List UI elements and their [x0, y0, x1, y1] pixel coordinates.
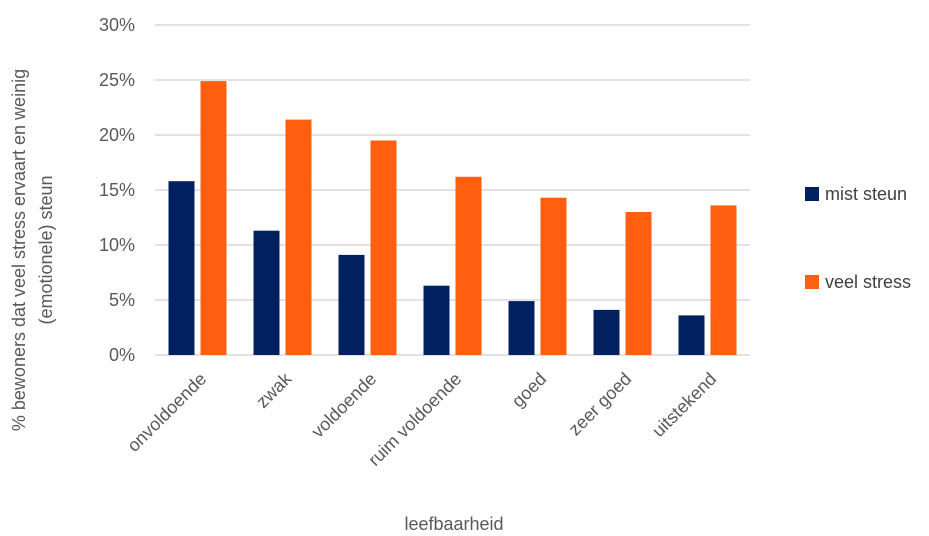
bar-mist-steun-ruim-voldoende — [423, 285, 450, 355]
y-tick-label: 30% — [99, 15, 135, 35]
bar-mist-steun-uitstekend — [678, 315, 705, 355]
y-tick-label: 20% — [99, 125, 135, 145]
bar-mist-steun-voldoende — [338, 254, 365, 355]
legend-label: mist steun — [825, 184, 907, 204]
bar-veel-stress-zwak — [285, 119, 312, 355]
y-tick-label: 10% — [99, 235, 135, 255]
legend-label: veel stress — [825, 272, 911, 292]
y-axis-tick-labels: 0% 5% 10% 15% 20% 25% 30% — [99, 15, 135, 365]
y-tick-label: 25% — [99, 70, 135, 90]
gridlines — [155, 24, 750, 356]
x-tick-label: goed — [508, 369, 550, 411]
bar-mist-steun-zwak — [253, 230, 280, 355]
bar-veel-stress-ruim-voldoende — [455, 176, 482, 355]
x-tick-label: ruim voldoende — [364, 369, 465, 470]
bars — [168, 81, 737, 355]
bar-veel-stress-voldoende — [370, 140, 397, 355]
y-tick-label: 5% — [109, 290, 135, 310]
y-axis-title: % bewoners dat veel stress ervaart en we… — [9, 69, 56, 431]
bar-veel-stress-uitstekend — [710, 205, 737, 355]
bar-veel-stress-onvoldoende — [200, 81, 227, 355]
y-axis-title-line-1: % bewoners dat veel stress ervaart en we… — [9, 69, 29, 431]
x-tick-label: zeer goed — [565, 369, 636, 440]
bar-veel-stress-zeer-goed — [625, 212, 652, 355]
legend-swatch — [805, 187, 819, 201]
x-tick-label: onvoldoende — [123, 369, 210, 456]
x-tick-label: zwak — [252, 368, 296, 412]
x-tick-label: voldoende — [307, 369, 380, 442]
legend: mist steun veel stress — [805, 184, 911, 292]
bar-mist-steun-goed — [508, 301, 535, 355]
bar-mist-steun-onvoldoende — [168, 181, 195, 355]
legend-swatch — [805, 275, 819, 289]
x-axis-title: leefbaarheid — [404, 514, 503, 534]
y-tick-label: 15% — [99, 180, 135, 200]
y-tick-label: 0% — [109, 345, 135, 365]
y-axis-title-line-2: (emotionele) steun — [36, 175, 56, 324]
bar-mist-steun-zeer-goed — [593, 309, 620, 355]
x-tick-label: uitstekend — [648, 369, 720, 441]
bar-veel-stress-goed — [540, 197, 567, 355]
